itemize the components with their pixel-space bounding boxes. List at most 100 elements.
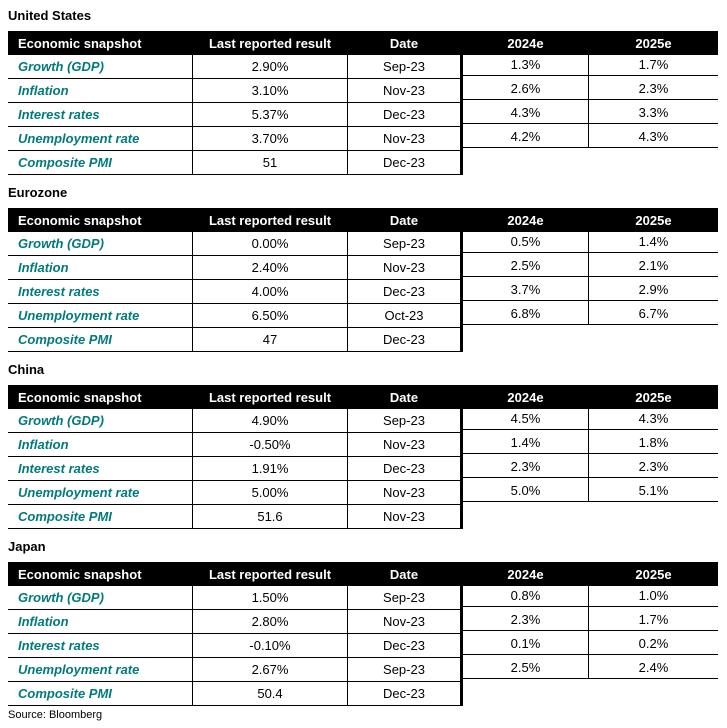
last-reported-cell: 51.6 <box>193 505 348 529</box>
row-label: Unemployment rate <box>8 127 193 151</box>
row-label: Growth (GDP) <box>8 232 193 256</box>
row-label: Composite PMI <box>8 505 193 529</box>
column-header-2025e: 2025e <box>589 208 718 232</box>
estimate-2025-cell: 1.4% <box>589 232 718 253</box>
last-reported-cell: 6.50% <box>193 304 348 328</box>
estimate-2025-cell: 5.1% <box>589 478 718 502</box>
date-cell: Dec-23 <box>348 151 463 175</box>
date-cell: Oct-23 <box>348 304 463 328</box>
column-header-date: Date <box>348 385 463 409</box>
row-label: Interest rates <box>8 280 193 304</box>
table-left: Economic snapshot Last reported result Dat… <box>8 385 463 529</box>
last-reported-cell: 5.00% <box>193 481 348 505</box>
row-label: Interest rates <box>8 103 193 127</box>
estimate-2025-cell: 2.3% <box>589 454 718 478</box>
estimate-2025-cell: 6.7% <box>589 301 718 325</box>
row-label: Interest rates <box>8 634 193 658</box>
date-cell: Sep-23 <box>348 55 463 79</box>
estimate-2025-cell: 4.3% <box>589 124 718 148</box>
column-header-economic-snapshot: Economic snapshot <box>8 562 193 586</box>
estimate-2025-cell: 3.3% <box>589 100 718 124</box>
table-right: 2024e 2025e 4.5% 4.3% 1.4% 1.8% 2.3% 2.3% 5.0% 5.… <box>463 385 718 502</box>
source-note: Source: Bloomberg <box>8 709 103 721</box>
column-header-2025e: 2025e <box>589 385 718 409</box>
estimate-2024-cell: 1.3% <box>463 55 589 76</box>
date-cell: Dec-23 <box>348 634 463 658</box>
row-label: Inflation <box>8 433 193 457</box>
estimate-2025-cell: 1.0% <box>589 586 718 607</box>
row-label: Growth (GDP) <box>8 409 193 433</box>
date-cell: Nov-23 <box>348 433 463 457</box>
last-reported-cell: 0.00% <box>193 232 348 256</box>
date-cell: Nov-23 <box>348 127 463 151</box>
last-reported-cell: 50.4 <box>193 682 348 706</box>
column-header-last-reported-result: Last reported result <box>193 385 348 409</box>
column-header-date: Date <box>348 208 463 232</box>
economic-snapshot-table: Economic snapshot Last reported result Dat… <box>8 562 727 706</box>
country-title: Eurozone <box>8 185 68 200</box>
table-right: 2024e 2025e 0.5% 1.4% 2.5% 2.1% 3.7% 2.9% 6.8% 6.… <box>463 208 718 325</box>
row-label: Unemployment rate <box>8 658 193 682</box>
last-reported-cell: 2.40% <box>193 256 348 280</box>
tables-root: United States Economic snapshot Last repor… <box>8 0 727 706</box>
last-reported-cell: 51 <box>193 151 348 175</box>
table-left: Economic snapshot Last reported result Dat… <box>8 562 463 706</box>
table-left: Economic snapshot Last reported result Dat… <box>8 31 463 175</box>
estimate-2025-cell: 2.4% <box>589 655 718 679</box>
date-cell: Dec-23 <box>348 328 463 352</box>
row-label: Unemployment rate <box>8 481 193 505</box>
estimate-2024-cell: 1.4% <box>463 430 589 454</box>
date-cell: Dec-23 <box>348 103 463 127</box>
last-reported-cell: 1.50% <box>193 586 348 610</box>
economic-snapshot-table: Economic snapshot Last reported result Dat… <box>8 208 727 352</box>
country-title: China <box>8 362 45 377</box>
row-label: Composite PMI <box>8 151 193 175</box>
row-label: Inflation <box>8 256 193 280</box>
estimate-2024-cell: 2.3% <box>463 454 589 478</box>
country-title: United States <box>8 8 92 23</box>
date-cell: Dec-23 <box>348 280 463 304</box>
estimate-2025-cell: 2.1% <box>589 253 718 277</box>
last-reported-cell: -0.50% <box>193 433 348 457</box>
last-reported-cell: 4.00% <box>193 280 348 304</box>
estimate-2025-cell: 4.3% <box>589 409 718 430</box>
last-reported-cell: 2.67% <box>193 658 348 682</box>
date-cell: Sep-23 <box>348 658 463 682</box>
column-header-economic-snapshot: Economic snapshot <box>8 208 193 232</box>
date-cell: Sep-23 <box>348 409 463 433</box>
column-header-2024e: 2024e <box>463 31 589 55</box>
last-reported-cell: 1.91% <box>193 457 348 481</box>
country-block-united-states: United States Economic snapshot Last repor… <box>8 0 727 177</box>
date-cell: Sep-23 <box>348 586 463 610</box>
estimate-2024-cell: 4.5% <box>463 409 589 430</box>
row-label: Growth (GDP) <box>8 55 193 79</box>
country-block-china: China Economic snapshot Last reported resu… <box>8 354 727 531</box>
estimate-2025-cell: 2.9% <box>589 277 718 301</box>
table-right: 2024e 2025e 1.3% 1.7% 2.6% 2.3% 4.3% 3.3% 4.2% 4.… <box>463 31 718 148</box>
column-header-economic-snapshot: Economic snapshot <box>8 385 193 409</box>
economic-snapshot-table: Economic snapshot Last reported result Dat… <box>8 31 727 175</box>
last-reported-cell: -0.10% <box>193 634 348 658</box>
estimate-2024-cell: 2.5% <box>463 655 589 679</box>
date-cell: Dec-23 <box>348 682 463 706</box>
column-header-date: Date <box>348 562 463 586</box>
estimate-2024-cell: 4.2% <box>463 124 589 148</box>
date-cell: Nov-23 <box>348 610 463 634</box>
column-header-economic-snapshot: Economic snapshot <box>8 31 193 55</box>
estimate-2024-cell: 3.7% <box>463 277 589 301</box>
row-label: Inflation <box>8 610 193 634</box>
row-label: Growth (GDP) <box>8 586 193 610</box>
column-header-2024e: 2024e <box>463 208 589 232</box>
row-label: Interest rates <box>8 457 193 481</box>
estimate-2025-cell: 1.7% <box>589 607 718 631</box>
date-cell: Nov-23 <box>348 505 463 529</box>
last-reported-cell: 2.90% <box>193 55 348 79</box>
column-header-last-reported-result: Last reported result <box>193 562 348 586</box>
table-left: Economic snapshot Last reported result Dat… <box>8 208 463 352</box>
estimate-2025-cell: 2.3% <box>589 76 718 100</box>
estimate-2024-cell: 2.6% <box>463 76 589 100</box>
column-header-last-reported-result: Last reported result <box>193 31 348 55</box>
estimate-2024-cell: 2.3% <box>463 607 589 631</box>
country-block-eurozone: Eurozone Economic snapshot Last reported r… <box>8 177 727 354</box>
